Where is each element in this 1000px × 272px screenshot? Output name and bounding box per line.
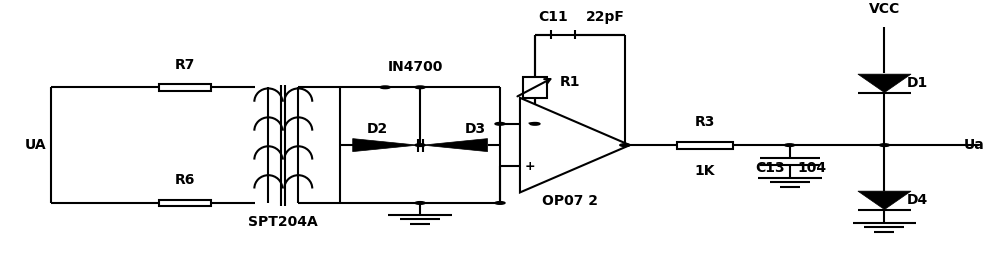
Bar <box>159 84 211 91</box>
Bar <box>677 142 733 149</box>
Circle shape <box>415 86 425 89</box>
Text: R7: R7 <box>175 57 196 72</box>
Text: IN4700: IN4700 <box>387 60 443 74</box>
Circle shape <box>495 122 505 125</box>
Bar <box>159 200 211 206</box>
Text: D3: D3 <box>465 122 486 136</box>
Circle shape <box>495 202 505 204</box>
Text: 1K: 1K <box>694 163 715 178</box>
Circle shape <box>415 144 425 146</box>
Text: 104: 104 <box>798 161 827 175</box>
Text: R6: R6 <box>175 173 196 187</box>
Bar <box>523 77 547 98</box>
Text: UA: UA <box>25 138 46 152</box>
Polygon shape <box>858 191 911 209</box>
Circle shape <box>620 144 630 146</box>
Text: +: + <box>525 160 535 173</box>
Text: OP07 2: OP07 2 <box>542 194 598 208</box>
Circle shape <box>879 144 889 146</box>
Text: R3: R3 <box>695 115 715 129</box>
Text: C11: C11 <box>538 10 568 24</box>
Circle shape <box>530 122 540 125</box>
Text: -: - <box>527 117 533 130</box>
Text: SPT204A: SPT204A <box>248 215 318 229</box>
Polygon shape <box>423 139 488 152</box>
Text: D4: D4 <box>906 193 928 207</box>
Text: R1: R1 <box>560 75 580 89</box>
Circle shape <box>415 202 425 204</box>
Text: D2: D2 <box>367 122 388 136</box>
Circle shape <box>785 144 795 146</box>
Text: VCC: VCC <box>869 2 900 16</box>
Circle shape <box>380 86 390 89</box>
Polygon shape <box>858 74 911 92</box>
Text: C13: C13 <box>755 161 785 175</box>
Polygon shape <box>520 98 630 192</box>
Polygon shape <box>353 139 418 152</box>
Text: D1: D1 <box>906 76 928 90</box>
Text: 22pF: 22pF <box>585 10 624 24</box>
Text: Ua: Ua <box>964 138 984 152</box>
